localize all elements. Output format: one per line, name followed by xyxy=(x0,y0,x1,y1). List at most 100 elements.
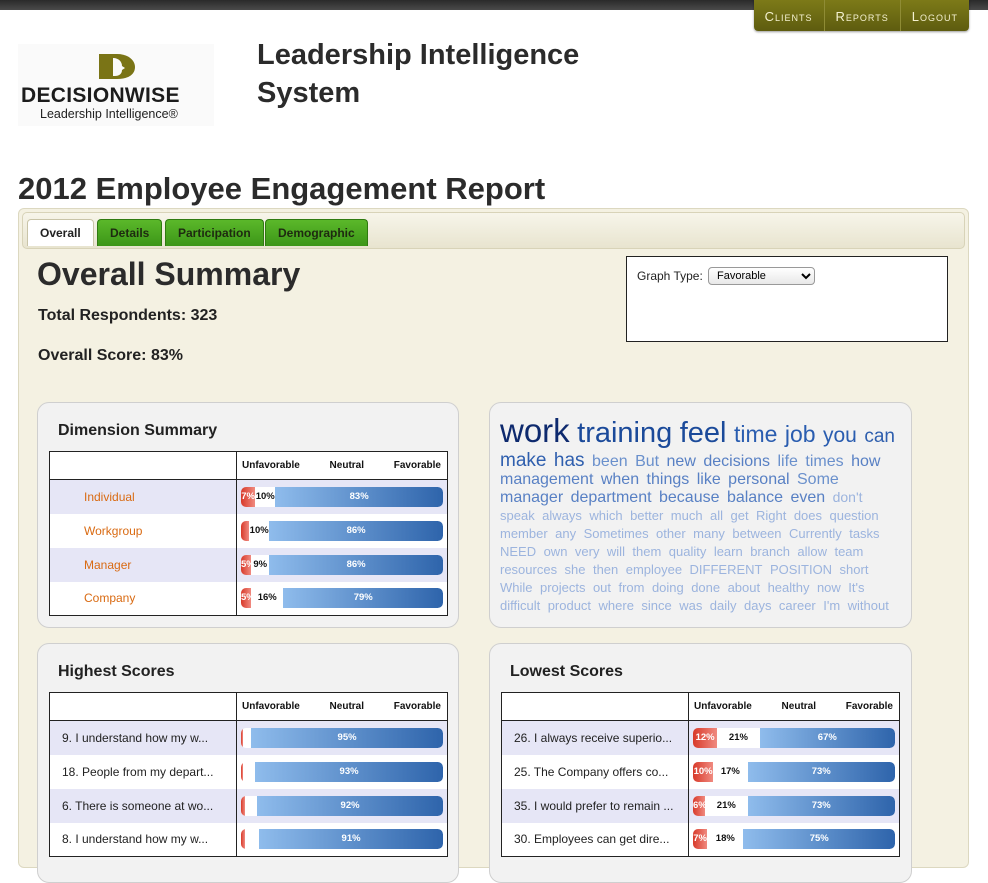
question-label[interactable]: 35. I would prefer to remain ... xyxy=(501,788,689,823)
cloud-word[interactable]: learn xyxy=(713,543,743,559)
question-label[interactable]: 8. I understand how my w... xyxy=(49,822,237,857)
cloud-word[interactable]: team xyxy=(834,543,864,559)
cloud-word[interactable]: where xyxy=(598,597,634,613)
table-row[interactable]: 8. I understand how my w... 91% xyxy=(49,822,448,857)
tab-demographic[interactable]: Demographic xyxy=(265,219,368,246)
cloud-word[interactable]: healthy xyxy=(767,579,810,595)
question-label[interactable]: 18. People from my depart... xyxy=(49,754,237,789)
cloud-word[interactable]: balance xyxy=(726,489,783,507)
question-label[interactable]: 6. There is someone at wo... xyxy=(49,788,237,823)
cloud-word[interactable]: But xyxy=(635,452,660,470)
cloud-word[interactable]: personal xyxy=(728,471,790,489)
cloud-word[interactable]: product xyxy=(547,597,592,613)
cloud-word[interactable]: resources xyxy=(500,561,558,577)
nav-logout-link[interactable]: Logout xyxy=(899,0,969,31)
cloud-word[interactable]: quality xyxy=(668,543,707,559)
cloud-word[interactable]: how xyxy=(851,452,881,470)
cloud-word[interactable]: done xyxy=(691,579,721,595)
dimension-name[interactable]: Workgroup xyxy=(49,513,237,548)
cloud-word[interactable]: can xyxy=(864,426,895,447)
cloud-word[interactable]: without xyxy=(847,597,889,613)
cloud-word[interactable]: management xyxy=(500,471,594,489)
nav-reports-link[interactable]: Reports xyxy=(823,0,900,31)
cloud-word[interactable]: short xyxy=(839,561,869,577)
cloud-word[interactable]: career xyxy=(778,597,816,613)
table-row[interactable]: 18. People from my depart... 93% xyxy=(49,754,448,789)
cloud-word[interactable]: life xyxy=(777,452,798,470)
cloud-word[interactable]: I'm xyxy=(823,597,841,613)
cloud-word[interactable]: many xyxy=(693,525,725,541)
cloud-word[interactable]: much xyxy=(670,508,703,524)
cloud-word[interactable]: Some xyxy=(797,471,839,489)
cloud-word[interactable]: own xyxy=(543,543,568,559)
question-label[interactable]: 30. Employees can get dire... xyxy=(501,822,689,857)
question-label[interactable]: 9. I understand how my w... xyxy=(49,720,237,755)
cloud-word[interactable]: tasks xyxy=(849,525,880,541)
cloud-word[interactable]: decisions xyxy=(703,452,771,470)
cloud-word[interactable]: member xyxy=(500,525,548,541)
cloud-word[interactable]: time xyxy=(733,421,778,447)
cloud-word[interactable]: employee xyxy=(625,561,683,577)
score-bar[interactable]: 7% 10% 83% xyxy=(241,486,443,507)
cloud-word[interactable]: POSITION xyxy=(769,561,833,577)
cloud-word[interactable]: about xyxy=(727,579,761,595)
cloud-word[interactable]: which xyxy=(589,508,623,524)
cloud-word[interactable]: been xyxy=(592,452,628,470)
cloud-word[interactable]: has xyxy=(553,449,585,471)
cloud-word[interactable]: even xyxy=(790,489,826,507)
table-row[interactable]: Individual 7% 10% 83% xyxy=(49,479,448,514)
cloud-word[interactable]: daily xyxy=(709,597,737,613)
cloud-word[interactable]: because xyxy=(659,489,720,507)
cloud-word[interactable]: you xyxy=(823,424,857,447)
cloud-word[interactable]: any xyxy=(555,525,577,541)
table-row[interactable]: 25. The Company offers co... 10% 17% 73% xyxy=(501,754,900,789)
decisionwise-logo[interactable]: DECISIONWISE Leadership Intelligence® xyxy=(18,44,214,126)
dimension-name[interactable]: Individual xyxy=(49,479,237,514)
score-bar[interactable]: 10% 86% xyxy=(241,520,443,541)
table-row[interactable]: 9. I understand how my w... 95% xyxy=(49,720,448,755)
cloud-word[interactable]: difficult xyxy=(500,597,541,613)
score-bar[interactable]: 5%9%86% xyxy=(241,554,443,575)
cloud-word[interactable]: allow xyxy=(797,543,828,559)
cloud-word[interactable]: speak xyxy=(500,508,535,524)
score-bar[interactable]: 7% 18% 75% xyxy=(693,829,895,850)
cloud-word[interactable]: new xyxy=(666,452,696,470)
cloud-word[interactable]: them xyxy=(632,543,662,559)
cloud-word[interactable]: While xyxy=(500,579,533,595)
cloud-word[interactable]: question xyxy=(829,508,879,524)
cloud-word[interactable]: from xyxy=(618,579,645,595)
score-bar[interactable]: 93% xyxy=(241,761,443,782)
cloud-word[interactable]: does xyxy=(793,508,823,524)
cloud-word[interactable]: then xyxy=(592,561,619,577)
cloud-word[interactable]: make xyxy=(500,449,547,471)
nav-clients-link[interactable]: Clients xyxy=(764,9,813,24)
dimension-name[interactable]: Company xyxy=(49,581,237,616)
table-row[interactable]: 35. I would prefer to remain ...6%21%73% xyxy=(501,788,900,823)
cloud-word[interactable]: doing xyxy=(651,579,684,595)
table-row[interactable]: 6. There is someone at wo... 92% xyxy=(49,788,448,823)
cloud-word[interactable]: times xyxy=(805,452,844,470)
cloud-word[interactable]: she xyxy=(564,561,586,577)
cloud-word[interactable]: better xyxy=(630,508,664,524)
score-bar[interactable]: 91% xyxy=(241,829,443,850)
tab-overall[interactable]: Overall xyxy=(27,219,94,246)
cloud-word[interactable]: very xyxy=(574,543,600,559)
cloud-word[interactable]: It's xyxy=(848,579,865,595)
cloud-word[interactable]: don't xyxy=(832,489,863,506)
score-bar[interactable]: 10% 17% 73% xyxy=(693,761,895,782)
cloud-word[interactable]: Right xyxy=(756,508,787,524)
table-row[interactable]: 26. I always receive superio... 12% 21% 67% xyxy=(501,720,900,755)
table-row[interactable]: 30. Employees can get dire... 7% 18% 75% xyxy=(501,822,900,857)
dimension-name[interactable]: Manager xyxy=(49,547,237,582)
cloud-word[interactable]: work xyxy=(500,412,570,449)
cloud-word[interactable]: Sometimes xyxy=(583,525,649,541)
cloud-word[interactable]: will xyxy=(606,543,625,559)
score-bar[interactable]: 92% xyxy=(241,795,443,816)
cloud-word[interactable]: now xyxy=(816,579,841,595)
question-label[interactable]: 25. The Company offers co... xyxy=(501,754,689,789)
cloud-word[interactable]: training xyxy=(577,417,673,449)
cloud-word[interactable]: things xyxy=(646,471,690,489)
cloud-word[interactable]: department xyxy=(570,489,652,507)
